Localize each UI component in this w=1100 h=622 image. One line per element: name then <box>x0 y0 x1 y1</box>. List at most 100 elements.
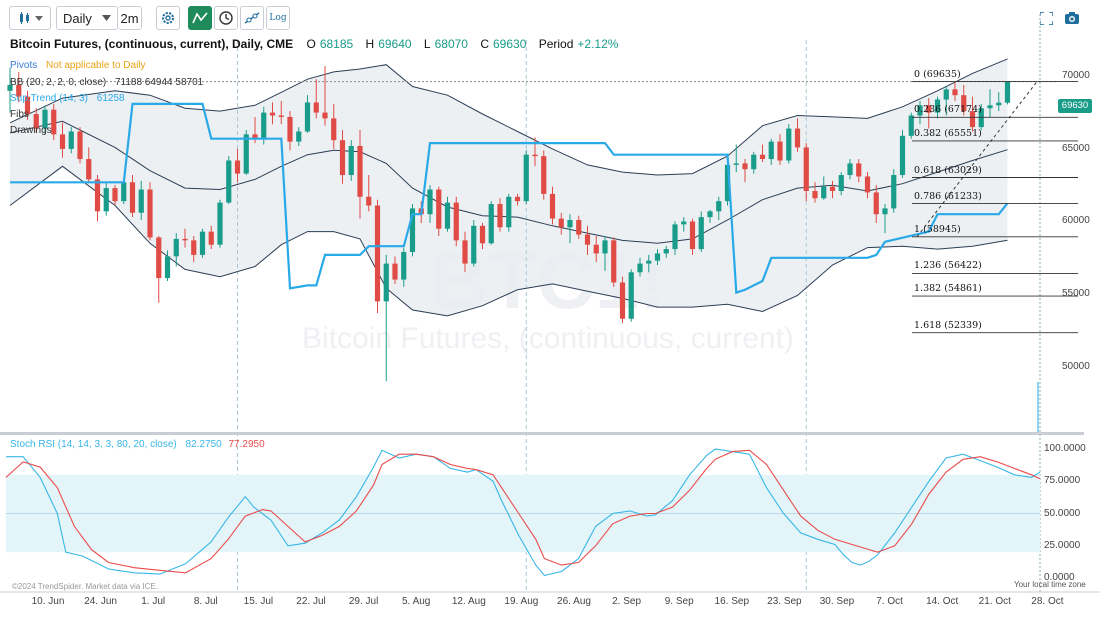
candle-body <box>847 163 853 176</box>
candle-body <box>856 163 862 177</box>
low-value: 68070 <box>434 37 468 51</box>
candle-body <box>444 202 451 229</box>
fib-level-label: 1.618 (52339) <box>914 319 982 331</box>
candle-body <box>313 102 319 113</box>
candle-body <box>243 134 249 174</box>
candle-body <box>549 193 556 219</box>
x-axis-tick: 30. Sep <box>819 596 855 607</box>
close-value: 69630 <box>493 37 527 51</box>
candle-body <box>138 189 144 213</box>
candle-body <box>952 89 958 96</box>
x-axis-tick: 22. Jul <box>296 596 326 607</box>
candle-body <box>768 141 774 160</box>
candle-body <box>969 111 976 128</box>
candle-body <box>112 188 118 202</box>
candle-body <box>523 154 529 202</box>
chart-type-dropdown[interactable] <box>9 6 51 30</box>
settings-button[interactable] <box>156 6 180 30</box>
candle-body <box>164 256 171 279</box>
stoch-k-value: 82.2750 <box>185 439 222 450</box>
candle-body <box>716 201 722 212</box>
candle-body <box>182 238 188 241</box>
replay-button[interactable] <box>214 6 238 30</box>
legend-stoch-rsi[interactable]: Stoch RSI (14, 14, 3, 3, 80, 20, close) … <box>10 439 265 450</box>
stoch-axis-tick: 0.0000 <box>1044 572 1075 583</box>
candle-body <box>121 182 127 202</box>
interval-label: Daily <box>63 10 92 26</box>
candle-body <box>479 225 486 244</box>
period-value: +2.12% <box>577 37 619 51</box>
x-axis-tick: 26. Aug <box>557 596 591 607</box>
screenshot-button[interactable] <box>1064 11 1080 25</box>
fib-level-label: 0.618 (63029) <box>914 164 982 176</box>
log-scale-button[interactable]: Log <box>266 6 290 30</box>
candlestick-icon <box>20 12 43 24</box>
candle-body <box>383 263 389 302</box>
candle-body <box>331 118 337 141</box>
candle-body <box>611 240 617 283</box>
bollinger-lower-line <box>9 165 1008 317</box>
interval-dropdown[interactable]: Daily <box>56 6 118 30</box>
panel-separator <box>0 432 1084 435</box>
open-label: O <box>306 37 316 51</box>
chevron-down-icon <box>102 15 111 21</box>
candle-body <box>51 109 57 135</box>
candle-body <box>409 208 416 252</box>
fib-level-label: 1 (58945) <box>914 223 961 235</box>
candle-body <box>637 263 643 273</box>
x-axis-tick: 29. Jul <box>348 596 379 607</box>
candle-body <box>742 163 748 170</box>
x-axis-tick: 19. Aug <box>504 596 539 607</box>
drawing-tool-button[interactable] <box>240 6 264 30</box>
supertrend-value: 61258 <box>96 93 125 104</box>
candle-body <box>724 164 731 202</box>
candle-body <box>751 154 757 170</box>
candle-body <box>558 218 564 228</box>
candle-body <box>269 112 276 116</box>
candle-body <box>94 179 101 212</box>
low-label: L <box>423 37 431 51</box>
candle-body <box>156 237 162 279</box>
candle-body <box>777 141 783 161</box>
candle-body <box>1004 81 1011 103</box>
candle-body <box>812 190 818 199</box>
candle-body <box>681 221 687 225</box>
copyright-text: ©2024 TrendSpider. Market data via ICE. <box>12 582 158 591</box>
candle-body <box>374 205 381 302</box>
chart-header: Bitcoin Futures, (continuous, current), … <box>10 37 627 51</box>
timezone-label: Your local time zone <box>1014 580 1086 589</box>
bb-values: 71188 64944 58701 <box>114 77 204 88</box>
candle-body <box>917 105 923 116</box>
candle-body <box>934 99 941 113</box>
legend-supertrend[interactable]: Sup.Trend (14, 3) 61258 <box>10 93 125 104</box>
candle-body <box>296 131 302 142</box>
candle-body <box>882 208 888 215</box>
candle-body <box>199 231 206 255</box>
fib-level-label: 0 (69635) <box>914 68 961 80</box>
log-label: Log <box>269 13 287 23</box>
candle-body <box>129 182 136 213</box>
candle-body <box>908 115 914 136</box>
legend-pivots[interactable]: Pivots Not applicable to Daily <box>10 60 146 71</box>
x-axis-tick: 24. Jun <box>84 596 117 607</box>
bollinger-upper-line <box>9 58 1008 176</box>
open-value: 68185 <box>319 37 354 51</box>
legend-bollinger[interactable]: BB (20, 2, 2, 0, close) 71188 64944 5870… <box>10 77 203 88</box>
candle-body <box>926 105 932 113</box>
candle-body <box>16 85 22 97</box>
candle-body <box>226 160 232 203</box>
candle-body <box>786 128 792 161</box>
trend-tool-button[interactable] <box>188 6 212 30</box>
candle-body <box>829 186 836 191</box>
candle-body <box>103 188 109 212</box>
timeframe-button[interactable]: 2m <box>118 6 142 30</box>
candle-body <box>208 231 214 245</box>
candle-body <box>821 186 827 199</box>
x-axis-tick: 5. Aug <box>402 596 431 607</box>
candle-body <box>698 217 704 250</box>
candle-body <box>689 221 696 250</box>
legend-drawings[interactable]: Drawings <box>10 125 52 136</box>
legend-fibs[interactable]: Fibs <box>10 109 29 120</box>
